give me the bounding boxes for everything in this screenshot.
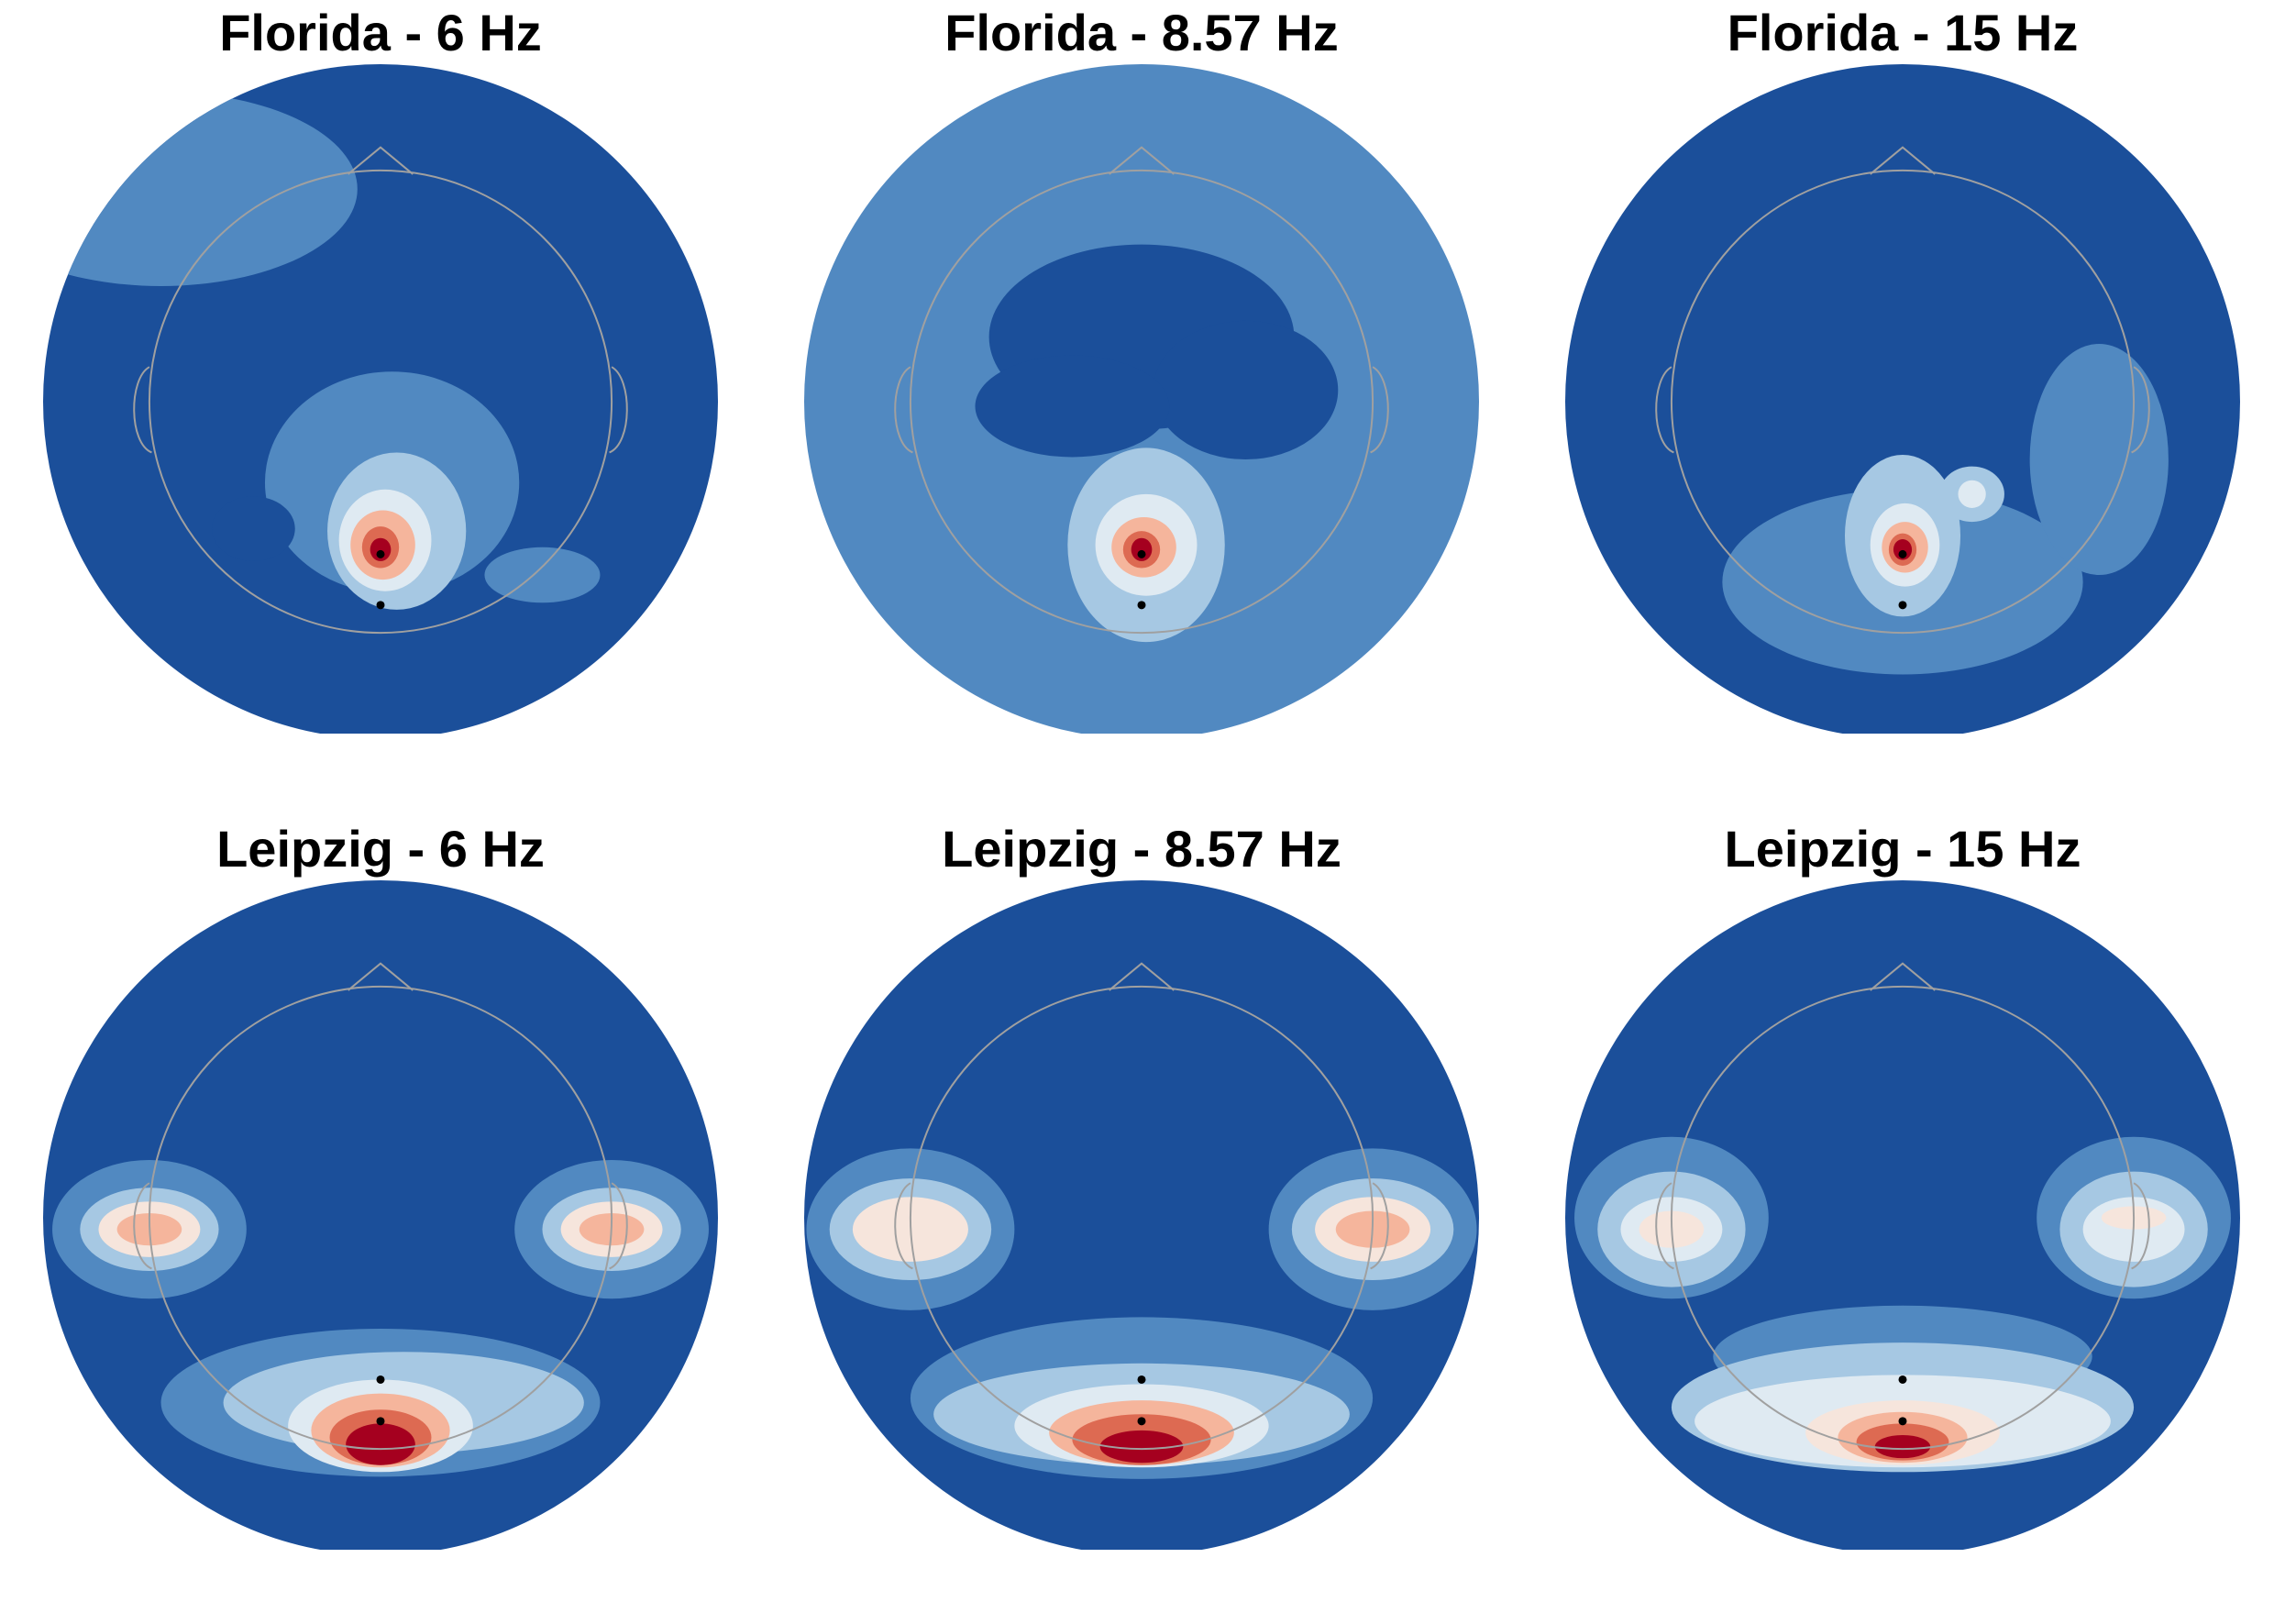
field-contour <box>346 1423 415 1465</box>
panel-title: Leipzig - 6 Hz <box>216 820 545 878</box>
right-ear-outline <box>2131 366 2150 454</box>
topomap <box>43 880 718 1550</box>
left-ear-outline <box>133 1182 152 1270</box>
field-contour <box>1153 320 1339 460</box>
panel-title: Florida - 8.57 Hz <box>944 4 1339 61</box>
field-contour <box>1958 480 1986 508</box>
field-contour <box>484 547 601 603</box>
panel-title: Florida - 15 Hz <box>1727 4 2079 61</box>
right-ear-outline <box>609 1182 628 1270</box>
nose-outline <box>348 146 414 175</box>
sensor-marker <box>376 549 385 558</box>
field-layer <box>43 880 718 1550</box>
sensor-marker <box>1898 601 1907 610</box>
field-contour <box>1131 537 1153 561</box>
left-ear-outline <box>1655 1182 1674 1270</box>
field-contour <box>1099 1430 1184 1464</box>
field-contour <box>211 496 295 561</box>
sensor-marker <box>1137 1375 1146 1384</box>
right-ear-outline <box>1370 1182 1389 1270</box>
left-ear-outline <box>894 366 913 454</box>
nose-outline <box>348 962 414 991</box>
sensor-marker <box>376 601 385 610</box>
head-outline <box>909 169 1374 635</box>
panel-title: Leipzig - 8.57 Hz <box>942 820 1341 878</box>
sensor-marker <box>1898 549 1907 558</box>
nose-outline <box>1870 146 1936 175</box>
topomap-panel: Leipzig - 6 Hz <box>37 816 724 1550</box>
topomap-panel: Florida - 8.57 Hz <box>798 0 1485 734</box>
right-ear-outline <box>1370 366 1389 454</box>
field-background <box>43 64 718 734</box>
sensor-marker <box>1137 1417 1146 1426</box>
nose-outline <box>1870 962 1936 991</box>
field-layer <box>804 880 1479 1550</box>
topomap-panel: Florida - 15 Hz <box>1559 0 2246 734</box>
head-outline <box>1670 169 2136 635</box>
sensor-marker <box>1898 1417 1907 1426</box>
right-ear-outline <box>609 366 628 454</box>
right-ear-outline <box>2131 1182 2150 1270</box>
left-ear-outline <box>894 1182 913 1270</box>
left-ear-outline <box>1655 366 1674 454</box>
head-outline <box>148 985 613 1451</box>
topomap-panel: Leipzig - 15 Hz <box>1559 816 2246 1550</box>
panel-title: Leipzig - 15 Hz <box>1724 820 2081 878</box>
head-outline <box>909 985 1374 1451</box>
topomap <box>1565 64 2240 734</box>
sensor-marker <box>1137 601 1146 610</box>
sensor-marker <box>376 1375 385 1384</box>
sensor-marker <box>1898 1375 1907 1384</box>
topomap <box>1565 880 2240 1550</box>
field-contour <box>975 355 1170 458</box>
head-outline <box>1670 985 2136 1451</box>
field-contour <box>1874 1434 1931 1459</box>
field-layer <box>1565 880 2240 1550</box>
field-layer <box>1565 64 2240 734</box>
topomap <box>43 64 718 734</box>
sensor-marker <box>1137 549 1146 558</box>
panel-title: Florida - 6 Hz <box>219 4 542 61</box>
topomap-panel: Leipzig - 8.57 Hz <box>798 816 1485 1550</box>
head-outline <box>148 169 613 635</box>
field-contour <box>2029 343 2169 576</box>
topomap <box>804 64 1479 734</box>
topomap-panel: Florida - 6 Hz <box>37 0 724 734</box>
nose-outline <box>1109 146 1175 175</box>
sensor-marker <box>376 1417 385 1426</box>
field-layer <box>43 64 718 734</box>
topomap <box>804 880 1479 1550</box>
field-layer <box>804 64 1479 734</box>
nose-outline <box>1109 962 1175 991</box>
left-ear-outline <box>133 366 152 454</box>
field-contour <box>370 537 392 561</box>
field-contour <box>1893 538 1913 560</box>
